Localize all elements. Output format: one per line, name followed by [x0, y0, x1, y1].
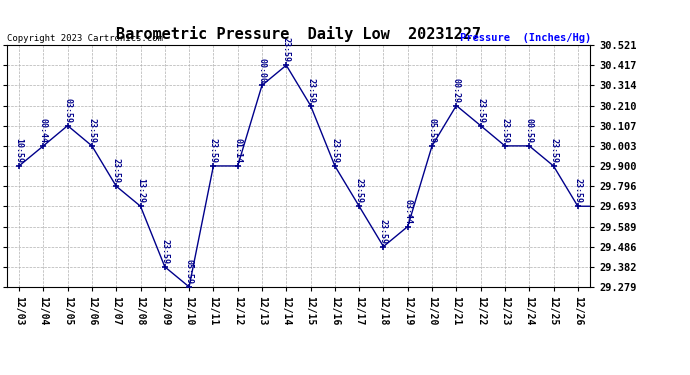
Text: 23:59: 23:59	[573, 178, 582, 204]
Text: 03:59: 03:59	[63, 98, 72, 123]
Title: Barometric Pressure  Daily Low  20231227: Barometric Pressure Daily Low 20231227	[116, 27, 481, 42]
Text: 00:44: 00:44	[39, 118, 48, 143]
Text: 00:00: 00:00	[257, 57, 266, 82]
Text: 23:59: 23:59	[282, 38, 290, 63]
Text: 23:59: 23:59	[112, 158, 121, 183]
Text: 23:59: 23:59	[88, 118, 97, 143]
Text: 05:59: 05:59	[428, 118, 437, 143]
Text: 00:59: 00:59	[524, 118, 534, 143]
Text: 23:59: 23:59	[476, 98, 485, 123]
Text: 13:29: 13:29	[136, 178, 145, 204]
Text: 10:59: 10:59	[14, 138, 23, 163]
Text: 00:29: 00:29	[0, 374, 1, 375]
Text: 23:59: 23:59	[379, 219, 388, 244]
Text: Pressure  (Inches/Hg): Pressure (Inches/Hg)	[460, 33, 591, 43]
Text: 23:59: 23:59	[355, 178, 364, 204]
Text: 03:44: 03:44	[403, 199, 412, 224]
Text: 23:59: 23:59	[331, 138, 339, 163]
Text: 23:59: 23:59	[500, 118, 509, 143]
Text: 05:59: 05:59	[185, 259, 194, 284]
Text: Copyright 2023 Cartronics.com: Copyright 2023 Cartronics.com	[7, 34, 163, 43]
Text: 23:59: 23:59	[209, 138, 218, 163]
Text: 23:59: 23:59	[306, 78, 315, 103]
Text: 01:14: 01:14	[233, 138, 242, 163]
Text: 23:59: 23:59	[160, 239, 169, 264]
Text: 23:59: 23:59	[549, 138, 558, 163]
Text: 00:29: 00:29	[452, 78, 461, 103]
